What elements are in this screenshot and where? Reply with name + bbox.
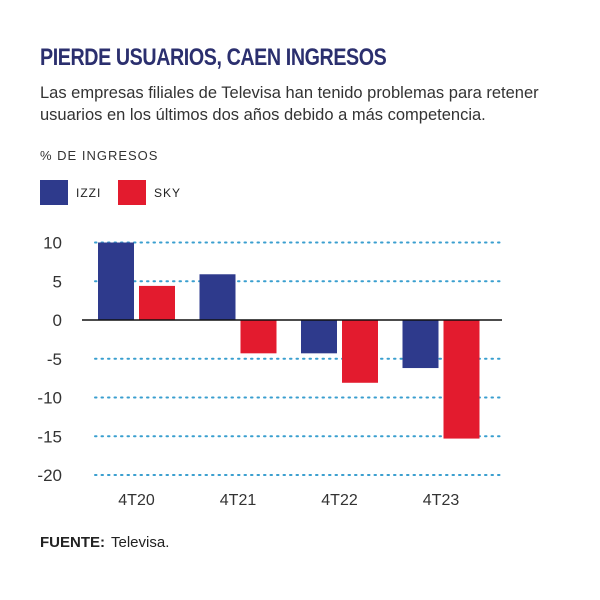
y-tick-label: -20 <box>37 466 62 485</box>
chart-subtitle: Las empresas filiales de Televisa han te… <box>40 84 539 124</box>
y-tick-label: 0 <box>53 311 62 330</box>
legend-item-izzi: IZZI <box>40 180 101 205</box>
bar-izzi-4t20 <box>98 242 134 320</box>
x-tick-label: 4T20 <box>118 492 155 509</box>
bar-izzi-4t23 <box>402 320 439 369</box>
bar-sky-4t20 <box>139 285 175 320</box>
x-tick-label: 4T23 <box>423 492 460 509</box>
legend-item-sky: SKY <box>118 180 181 205</box>
x-tick-label: 4T22 <box>321 492 358 509</box>
legend-label-sky: SKY <box>154 185 182 200</box>
source-label: FUENTE: <box>40 534 105 551</box>
bar-sky-4t23 <box>443 320 480 439</box>
y-tick-label: 10 <box>43 234 62 253</box>
source-value: Televisa. <box>111 534 170 551</box>
bar-sky-4t21 <box>240 320 277 354</box>
legend-swatch-izzi <box>40 180 68 205</box>
y-tick-label: -10 <box>37 389 62 408</box>
y-tick-label: -15 <box>37 427 62 446</box>
y-axis-label: % DE INGRESOS <box>40 148 159 163</box>
bar-izzi-4t21 <box>199 274 236 320</box>
chart-title: PIERDE USUARIOS, CAEN INGRESOS <box>40 44 387 71</box>
y-tick-label: 5 <box>53 272 62 291</box>
y-tick-label: -5 <box>47 350 62 369</box>
legend-swatch-sky <box>118 180 146 205</box>
x-tick-label: 4T21 <box>220 492 257 509</box>
bar-izzi-4t22 <box>301 320 337 354</box>
bar-sky-4t22 <box>342 320 378 383</box>
legend-label-izzi: IZZI <box>76 185 102 200</box>
source-note: FUENTE: Televisa. <box>40 534 169 551</box>
